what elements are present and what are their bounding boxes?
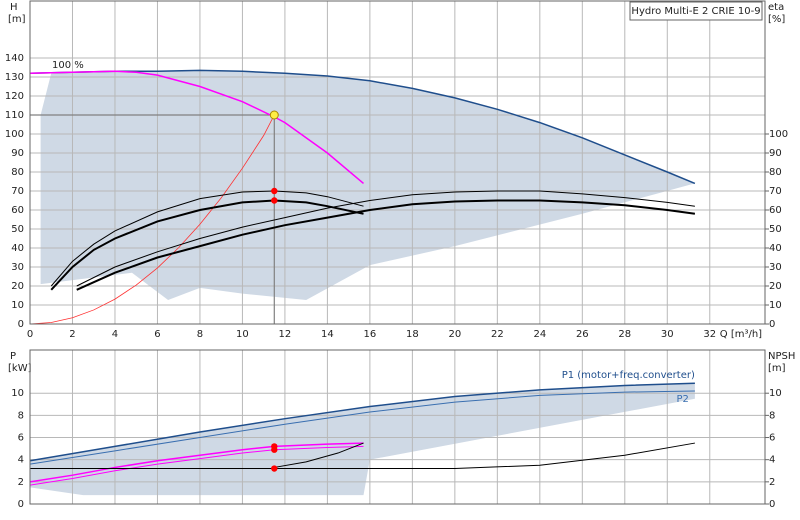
y-tick-label: 30 <box>11 262 24 273</box>
y-tick-label: 60 <box>11 205 24 216</box>
operating-point <box>271 187 278 195</box>
x-tick-label: 28 <box>618 329 631 340</box>
y-tick-label: 20 <box>11 281 24 292</box>
y-tick-label: 0 <box>18 499 24 510</box>
y-tick-label: 6 <box>18 433 24 444</box>
y-tick-label: 110 <box>5 110 24 121</box>
y2-axis-unit: [%] <box>768 14 785 25</box>
y-tick-label: 10 <box>11 300 24 311</box>
y2-tick-label: 90 <box>769 148 782 159</box>
x-tick-label: 2 <box>69 329 75 340</box>
x-tick-label: 6 <box>154 329 160 340</box>
y-tick-label: 120 <box>5 91 24 102</box>
x-tick-label: 26 <box>576 329 589 340</box>
operating-point <box>271 197 278 204</box>
y2-tick-label: 100 <box>769 129 788 140</box>
y-axis-title: P <box>10 351 16 362</box>
title-box <box>629 1 763 21</box>
x-tick-label: 14 <box>321 329 334 340</box>
y-tick-label: 8 <box>18 410 24 421</box>
x-axis-title: Q [m³/h] <box>720 329 762 340</box>
x-tick-label: 10 <box>236 329 249 340</box>
curve-label: P2 <box>676 394 688 405</box>
curve-label: P1 (motor+freq.converter) <box>562 370 695 381</box>
curve <box>76 199 696 291</box>
y2-tick-label: 4 <box>769 455 775 466</box>
curve <box>29 382 695 462</box>
y2-tick-label: 6 <box>769 433 775 444</box>
y2-axis-title: NPSH <box>768 351 795 362</box>
x-tick-label: 18 <box>406 329 419 340</box>
y2-tick-label: 30 <box>769 262 782 273</box>
y-tick-label: 50 <box>11 224 24 235</box>
y2-tick-label: 80 <box>769 167 782 178</box>
y2-tick-label: 10 <box>769 388 782 399</box>
operating-point <box>271 446 278 453</box>
curve <box>29 390 695 465</box>
y-tick-label: 4 <box>18 455 24 466</box>
operating-area <box>30 383 695 496</box>
curve <box>29 442 364 483</box>
x-tick-label: 22 <box>491 329 504 340</box>
y2-axis-unit: [m] <box>768 363 786 374</box>
y2-tick-label: 50 <box>769 224 782 235</box>
y-tick-label: 0 <box>18 319 24 330</box>
y-tick-label: 2 <box>18 477 24 488</box>
y-tick-label: 130 <box>5 72 24 83</box>
x-tick-label: 20 <box>448 329 461 340</box>
x-tick-label: 0 <box>27 329 33 340</box>
y-tick-label: 80 <box>11 167 24 178</box>
duty-point <box>269 110 279 120</box>
curve <box>274 442 364 468</box>
y2-tick-label: 0 <box>769 499 775 510</box>
y-axis-unit: [m] <box>8 14 26 25</box>
y-tick-label: 100 <box>5 129 24 140</box>
y-tick-label: 90 <box>11 148 24 159</box>
annotation: 100 % <box>52 60 84 71</box>
y2-tick-label: 0 <box>769 319 775 330</box>
y2-tick-label: 8 <box>769 410 775 421</box>
y-axis-unit: [kW] <box>8 363 32 374</box>
y-tick-label: 10 <box>11 388 24 399</box>
y-axis-title: H <box>10 2 18 13</box>
x-tick-label: 32 <box>703 329 716 340</box>
curve <box>30 442 695 470</box>
x-tick-label: 4 <box>112 329 118 340</box>
chart-title: Hydro Multi-E 2 CRIE 10-9 <box>631 6 760 17</box>
curve <box>29 69 696 185</box>
x-tick-label: 12 <box>279 329 292 340</box>
curve <box>29 445 364 486</box>
plot-frame <box>29 349 766 505</box>
curve <box>29 114 275 325</box>
x-tick-label: 24 <box>533 329 546 340</box>
y-tick-label: 140 <box>5 53 24 64</box>
y2-axis-title: eta <box>768 2 784 13</box>
x-tick-label: 16 <box>364 329 377 340</box>
curve <box>29 70 364 184</box>
x-tick-label: 30 <box>661 329 674 340</box>
y2-tick-label: 60 <box>769 205 782 216</box>
operating-point <box>271 465 278 472</box>
plot-frame <box>29 0 766 325</box>
y2-tick-label: 40 <box>769 243 782 254</box>
y2-tick-label: 70 <box>769 186 782 197</box>
y2-tick-label: 20 <box>769 281 782 292</box>
y-tick-label: 70 <box>11 186 24 197</box>
y2-tick-label: 2 <box>769 477 775 488</box>
x-tick-label: 8 <box>197 329 203 340</box>
curve <box>76 190 695 287</box>
curve <box>50 190 364 287</box>
operating-area <box>40 70 695 301</box>
y-tick-label: 40 <box>11 243 24 254</box>
y2-tick-label: 10 <box>769 300 782 311</box>
curve <box>50 199 364 291</box>
